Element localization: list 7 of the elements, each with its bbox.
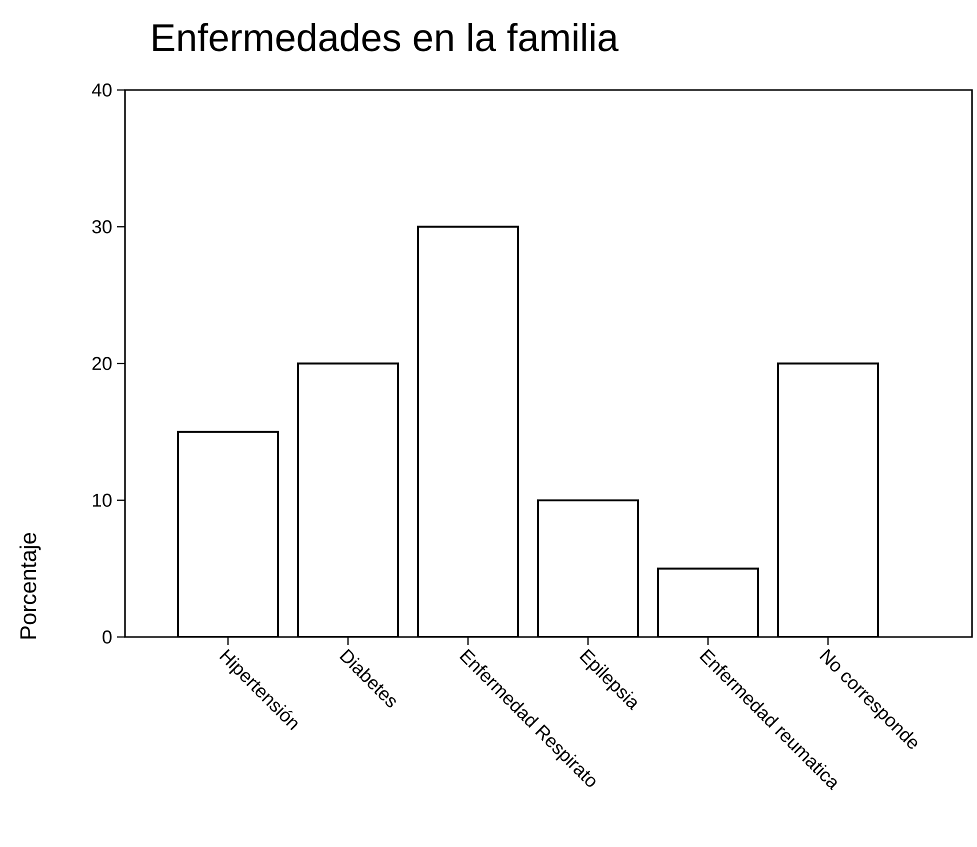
y-tick-label: 20 [92,356,112,370]
y-tick-label: 0 [102,630,112,644]
y-axis-title: Porcentaje [20,532,41,638]
chart-title: Enfermedades en la familia [153,22,618,52]
y-tick-label: 10 [92,494,112,507]
y-tick-label: 30 [92,220,112,234]
y-tick-label: 40 [92,83,112,97]
